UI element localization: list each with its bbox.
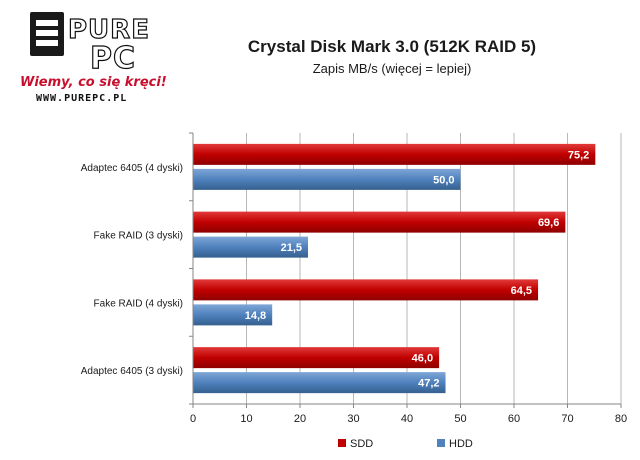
bar-hdd [193, 304, 273, 326]
bar-value-label: 64,5 [511, 285, 532, 297]
legend-label-hdd: HDD [449, 438, 473, 450]
logo-url: WWW.PUREPC.PL [36, 93, 127, 104]
category-label: Fake RAID (3 dyski) [94, 231, 183, 242]
bar-value-label: 75,2 [568, 149, 589, 161]
x-tick-label: 80 [615, 413, 627, 425]
x-tick-label: 10 [240, 413, 252, 425]
axes: 0 10 20 30 40 50 60 70 80 Adaptec 6405 (4 dyski) F… [81, 132, 627, 425]
legend-swatch-hdd [437, 439, 445, 447]
category-label: Adaptec 6405 (4 dyski) [81, 163, 183, 174]
bar-sdd [193, 143, 596, 165]
bar-value-label: 50,0 [433, 174, 454, 186]
legend: SDD HDD [338, 438, 473, 450]
legend-swatch-sdd [338, 439, 346, 447]
x-tick-label: 70 [561, 413, 573, 425]
category-label: Fake RAID (4 dyski) [94, 298, 183, 309]
logo-slogan: Wiemy, co się kręci! [20, 75, 167, 90]
x-tick-label: 50 [454, 413, 466, 425]
bar-sdd [193, 347, 440, 369]
bar-hdd [193, 372, 446, 394]
purepc-logo: PURE PC Wiemy, co się kręci! WWW.PUREPC.… [20, 12, 167, 104]
bar-hdd [193, 168, 461, 190]
bar-hdd [193, 236, 309, 258]
x-tick-label: 20 [294, 413, 306, 425]
bar-value-label: 21,5 [281, 242, 302, 254]
x-tick-label: 60 [508, 413, 520, 425]
x-tick-label: 30 [347, 413, 359, 425]
bar-value-label: 47,2 [418, 378, 439, 390]
bar-value-label: 14,8 [245, 310, 266, 322]
legend-label-sdd: SDD [350, 438, 373, 450]
bar-sdd [193, 211, 566, 233]
bar-value-label: 69,6 [538, 217, 559, 229]
bar-value-label: 46,0 [412, 353, 433, 365]
bar-sdd [193, 279, 539, 301]
bars: 75,2 50,0 69,6 21,5 64,5 14,8 46,0 47,2 [193, 143, 596, 394]
logo-pc-text: PC [90, 41, 136, 76]
x-tick-label: 0 [190, 413, 196, 425]
x-tick-label: 40 [401, 413, 413, 425]
chart-title: Crystal Disk Mark 3.0 (512K RAID 5) [248, 37, 536, 56]
logo-pure-text: PURE [68, 15, 150, 45]
chart-subtitle: Zapis MB/s (więcej = lepiej) [313, 61, 472, 76]
category-label: Adaptec 6405 (3 dyski) [81, 366, 183, 377]
